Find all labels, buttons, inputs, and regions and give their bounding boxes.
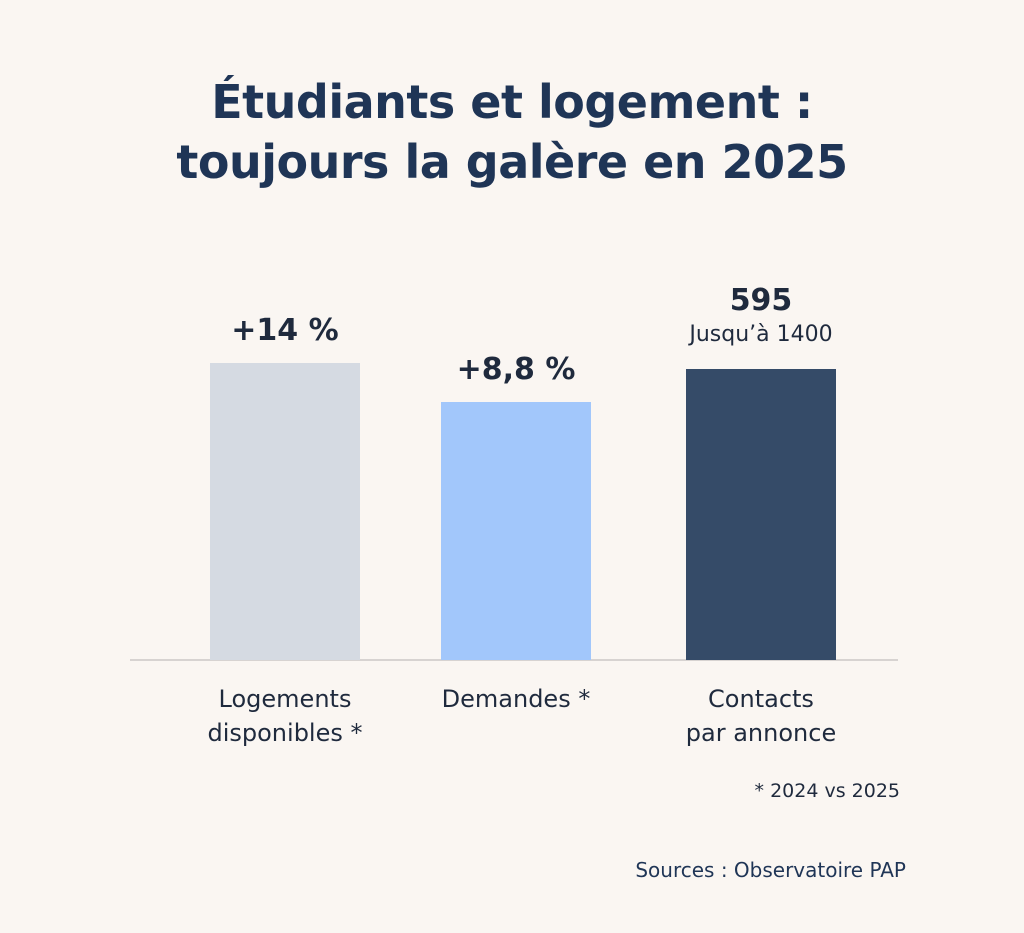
chart-title-line-2: toujours la galère en 2025 bbox=[176, 135, 848, 189]
bar-value-sub-3: Jusqu’à 1400 bbox=[689, 322, 833, 347]
chart-title: Étudiants et logement : toujours la galè… bbox=[0, 72, 1024, 192]
category-label-1-line-1: Logements bbox=[218, 685, 352, 713]
footnote: * 2024 vs 2025 bbox=[754, 780, 900, 802]
category-label-1: Logements disponibles * bbox=[155, 682, 415, 750]
x-axis-baseline bbox=[130, 659, 898, 661]
category-label-3-line-1: Contacts bbox=[708, 685, 814, 713]
bar-value-2: +8,8 % bbox=[456, 352, 576, 387]
bar-value-label-1: +14 % bbox=[165, 313, 405, 348]
category-label-3-line-2: par annonce bbox=[685, 719, 837, 747]
bar-value-label-2: +8,8 % bbox=[396, 352, 636, 387]
bar-2 bbox=[441, 402, 591, 660]
sources-note: Sources : Observatoire PAP bbox=[635, 858, 906, 882]
category-label-2-line-1: Demandes * bbox=[441, 685, 591, 713]
bar-value-3: 595 bbox=[729, 283, 793, 318]
bar-1 bbox=[210, 363, 360, 660]
bar-value-label-3: 595 Jusqu’à 1400 bbox=[641, 283, 881, 347]
bar-3 bbox=[686, 369, 836, 660]
category-label-3: Contacts par annonce bbox=[631, 682, 891, 750]
chart-title-line-1: Étudiants et logement : bbox=[211, 75, 813, 129]
category-label-2: Demandes * bbox=[386, 682, 646, 716]
bar-value-1: +14 % bbox=[231, 313, 339, 348]
category-label-1-line-2: disponibles * bbox=[207, 719, 363, 747]
